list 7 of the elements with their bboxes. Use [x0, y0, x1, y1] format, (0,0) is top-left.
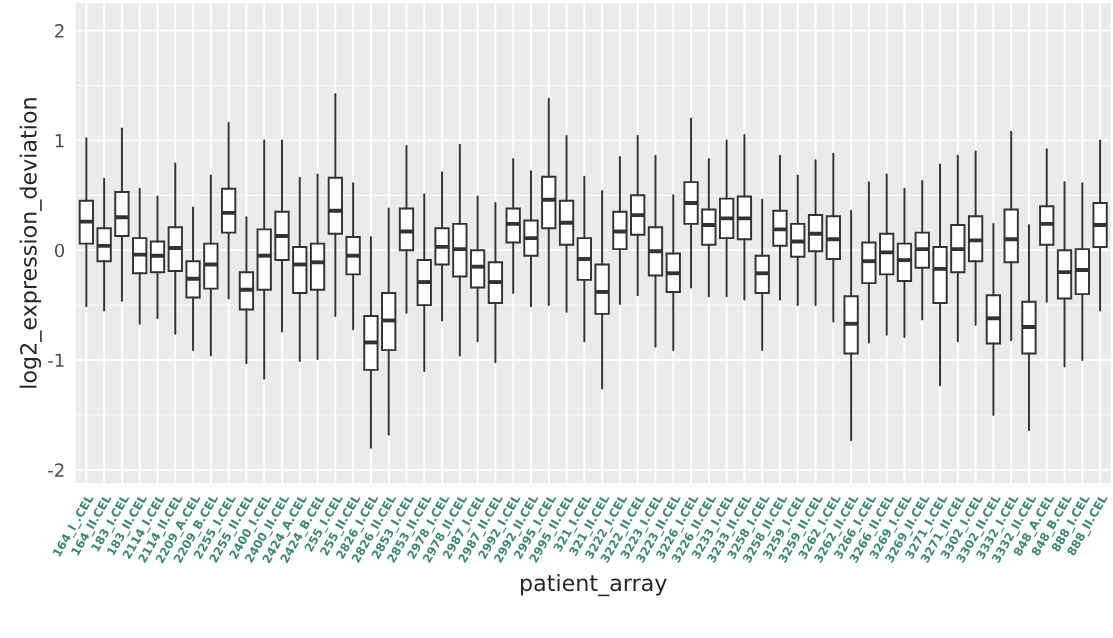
y-tick-label: 2: [55, 24, 64, 38]
y-tick-label: -1: [48, 353, 64, 367]
y-tick-label: -2: [48, 463, 64, 477]
y-tick-label: 1: [55, 134, 64, 148]
x-axis-title: patient_array: [521, 574, 667, 597]
y-axis-title: log2_expression_deviation: [19, 98, 42, 388]
y-tick-label: 0: [54, 243, 65, 258]
